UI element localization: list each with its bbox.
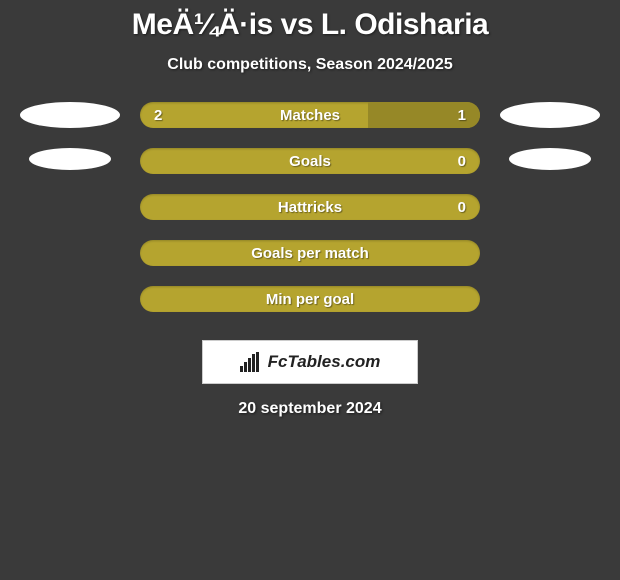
stat-row-hattricks: Hattricks 0 <box>0 194 620 220</box>
page-subtitle: Club competitions, Season 2024/2025 <box>167 56 452 74</box>
stat-bar-goals: Goals 0 <box>140 148 480 174</box>
stat-label: Hattricks <box>140 199 480 216</box>
stat-label: Min per goal <box>140 291 480 308</box>
stat-label: Goals per match <box>140 245 480 262</box>
avatar-slot-left <box>20 286 120 312</box>
stat-bar-hattricks: Hattricks 0 <box>140 194 480 220</box>
stat-right-value: 0 <box>458 199 466 216</box>
bar-chart-icon <box>240 352 264 372</box>
page-title: MeÄ¼Ä·is vs L. Odisharia <box>132 8 488 42</box>
snapshot-date: 20 september 2024 <box>238 400 381 418</box>
stat-bar-gpm: Goals per match <box>140 240 480 266</box>
comparison-widget: MeÄ¼Ä·is vs L. Odisharia Club competitio… <box>0 0 620 418</box>
player-left-avatar-small <box>29 148 111 170</box>
stat-row-goals: Goals 0 <box>0 148 620 174</box>
fctables-logo-link[interactable]: FcTables.com <box>202 340 418 384</box>
stat-row-goals-per-match: Goals per match <box>0 240 620 266</box>
avatar-slot-right <box>500 148 600 174</box>
avatar-slot-left <box>20 194 120 220</box>
stat-bar-matches: 2 Matches 1 <box>140 102 480 128</box>
stat-right-value: 1 <box>458 107 466 124</box>
logo-text: FcTables.com <box>268 352 381 372</box>
stat-row-matches: 2 Matches 1 <box>0 102 620 128</box>
avatar-slot-right <box>500 240 600 266</box>
avatar-slot-right <box>500 194 600 220</box>
avatar-slot-right <box>500 286 600 312</box>
player-right-avatar <box>500 102 600 128</box>
avatar-slot-left <box>20 148 120 174</box>
stat-right-value: 0 <box>458 153 466 170</box>
stat-bar-mpg: Min per goal <box>140 286 480 312</box>
player-right-avatar-small <box>509 148 591 170</box>
stat-left-value: 2 <box>154 107 162 124</box>
avatar-slot-left <box>20 240 120 266</box>
stat-row-min-per-goal: Min per goal <box>0 286 620 312</box>
player-left-avatar <box>20 102 120 128</box>
stat-label: Goals <box>140 153 480 170</box>
